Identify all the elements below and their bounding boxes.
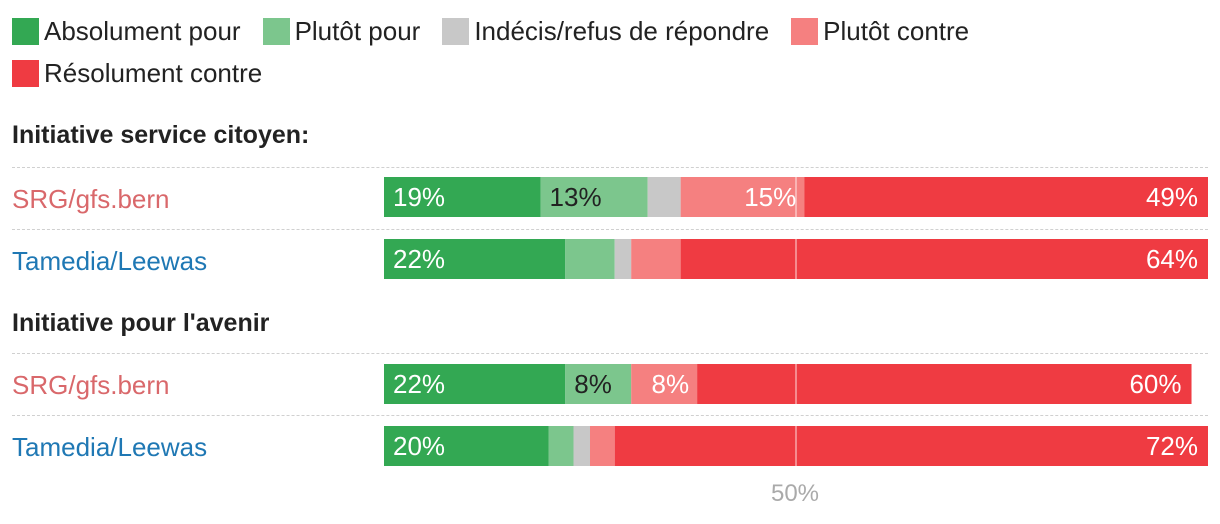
bar-3: 20% 72%	[384, 426, 1208, 466]
legend-swatch	[442, 17, 470, 45]
row-label: Tamedia/Leewas	[12, 432, 208, 462]
legend-item-resolument-contre: Résolument contre	[12, 58, 262, 89]
data-label: 64%	[1146, 244, 1198, 274]
legend-label: Indécis/refus de répondre	[474, 15, 770, 46]
legend-label: Résolument contre	[44, 57, 263, 88]
legend-swatch	[262, 17, 290, 45]
data-label: 22%	[393, 244, 445, 274]
bar-segment	[540, 177, 648, 217]
legend-row-2: Résolument contre	[12, 52, 1212, 94]
bar-segment	[614, 426, 1208, 466]
data-label: 20%	[393, 431, 445, 461]
bar-segment	[614, 239, 632, 279]
section-title-service-citoyen: Initiative service citoyen:	[12, 121, 310, 149]
legend-swatch	[12, 59, 39, 87]
legend-item-indecis: Indécis/refus de répondre	[442, 16, 769, 47]
bar-segment	[384, 426, 549, 466]
chart-row: Tamedia/Leewas	[12, 415, 1208, 478]
data-label: 22%	[393, 369, 445, 399]
bar-segment	[384, 364, 566, 404]
bar-segment	[647, 177, 681, 217]
bar-segment	[631, 239, 681, 279]
bar-segment	[680, 239, 1208, 279]
bar-2: 22% 8% 8% 60%	[384, 364, 1192, 404]
row-label: Tamedia/Leewas	[12, 246, 208, 276]
section-title-avenir: Initiative pour l'avenir	[12, 309, 270, 337]
data-label: 15%	[744, 182, 796, 212]
bar-segment	[804, 177, 1208, 217]
data-label: 60%	[1129, 369, 1181, 399]
data-label: 19%	[393, 182, 445, 212]
chart-row: Tamedia/Leewas	[12, 229, 1208, 292]
row-label: SRG/gfs.bern	[12, 370, 170, 400]
legend-swatch	[12, 17, 39, 45]
bar-segment	[697, 364, 1192, 404]
row-label: SRG/gfs.bern	[12, 184, 170, 214]
data-label: 13%	[550, 182, 602, 212]
data-label: 72%	[1146, 431, 1198, 461]
legend: Absolument pour Plutôt pour Indécis/refu…	[12, 10, 1212, 94]
bar-segment	[565, 364, 632, 404]
chart-row: SRG/gfs.bern	[12, 167, 1208, 230]
chart-row: SRG/gfs.bern	[12, 353, 1208, 416]
data-label: 8%	[652, 369, 690, 399]
legend-swatch	[791, 17, 819, 45]
bar-1: 22% 64%	[384, 239, 1208, 279]
legend-item-plutot-pour: Plutôt pour	[262, 15, 421, 47]
data-label: 8%	[574, 369, 612, 399]
bar-segment	[573, 426, 590, 466]
bar-segment	[384, 239, 566, 279]
legend-item-absolument-pour: Absolument pour	[12, 16, 241, 47]
legend-item-plutot-contre: Plutôt contre	[791, 16, 969, 47]
bar-segment	[680, 177, 805, 217]
bar-segment	[590, 426, 615, 466]
bar-0: 19% 13% 15% 49%	[384, 177, 1208, 217]
bar-segment	[548, 426, 574, 466]
bar-segment	[565, 239, 615, 279]
bar-segment	[384, 177, 541, 217]
data-label: 49%	[1146, 182, 1198, 212]
reference-line-label: 50%	[770, 480, 820, 507]
legend-label: Absolument pour	[44, 15, 241, 46]
legend-label: Plutôt contre	[823, 15, 970, 46]
legend-label: Plutôt pour	[294, 15, 421, 46]
bar-segment	[631, 364, 698, 404]
legend-row-1: Absolument pour Plutôt pour Indécis/refu…	[12, 10, 1212, 52]
